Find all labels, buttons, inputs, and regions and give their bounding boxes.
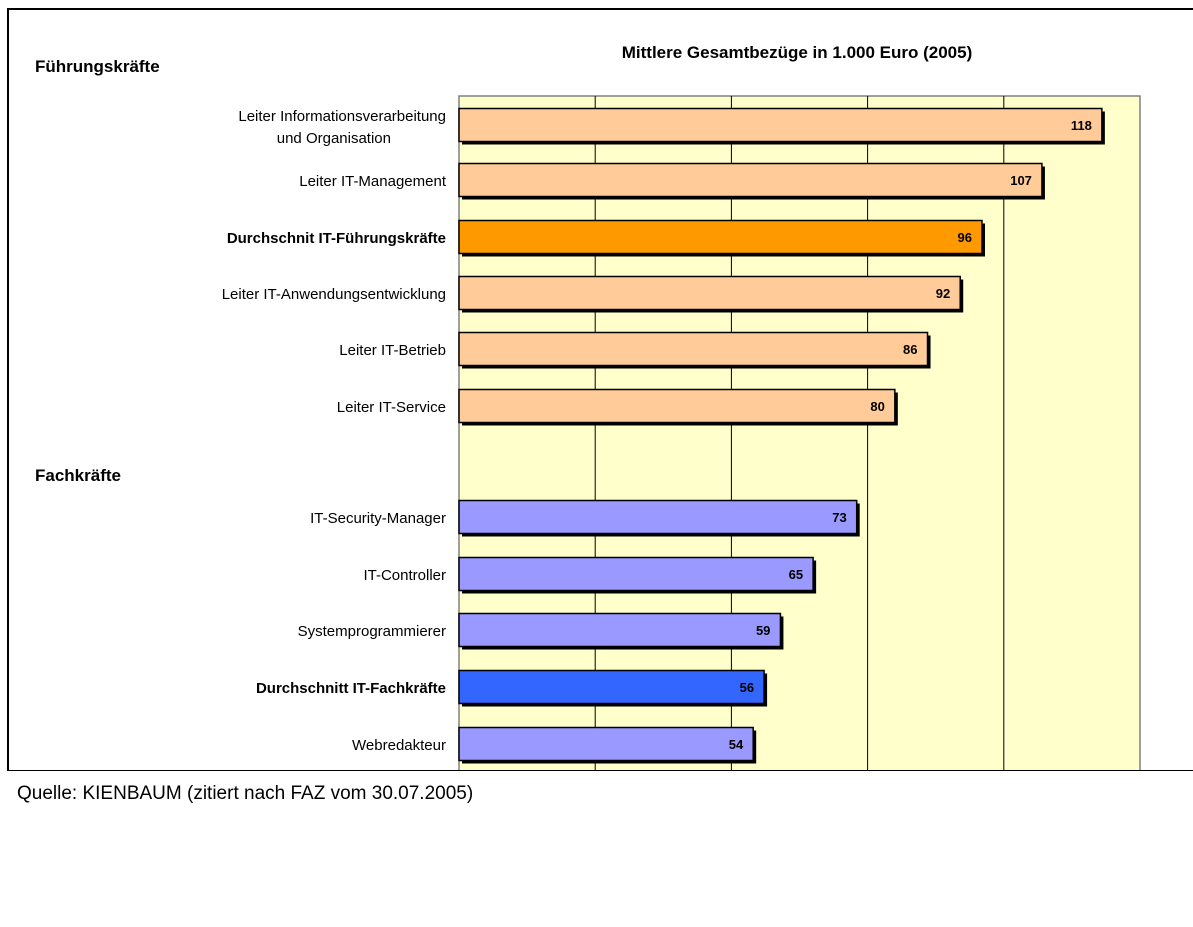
category-label: Leiter Informationsverarbeitung und Organ… <box>238 108 446 147</box>
bar <box>458 499 858 535</box>
plot-area: 025507510012511810796928680736559565453 <box>455 95 1152 852</box>
bar <box>458 107 1103 143</box>
category-label: Durchschnit IT-Führungskräfte <box>227 230 446 247</box>
bar <box>458 331 929 367</box>
bar-value-label: 54 <box>729 737 744 752</box>
bar-value-label: 92 <box>936 286 950 301</box>
category-label: Leiter IT-Management <box>299 173 447 190</box>
chart-title: Mittlere Gesamtbezüge in 1.000 Euro (200… <box>622 43 973 62</box>
source-note: Quelle: KIENBAUM (zitiert nach FAZ vom 3… <box>17 783 474 804</box>
category-label: Webredakteur <box>352 737 446 754</box>
group-label-fachkraefte: Fachkräfte <box>35 466 121 485</box>
bar-value-label: 80 <box>870 399 884 414</box>
category-label: Durchschnitt IT-Fachkräfte <box>256 680 446 697</box>
bar <box>458 219 983 255</box>
bar <box>458 612 782 648</box>
category-labels: Leiter Informationsverarbeitung und Organ… <box>222 108 447 810</box>
category-label: Leiter IT-Betrieb <box>339 342 446 359</box>
chart-frame: 025507510012511810796928680736559565453 … <box>7 8 1193 852</box>
bar <box>458 275 961 311</box>
bar-value-label: 96 <box>958 230 972 245</box>
group-label-fuehrungskraefte: Führungskräfte <box>35 57 160 76</box>
bar-value-label: 56 <box>740 680 754 695</box>
bar-value-label: 59 <box>756 623 770 638</box>
bar <box>458 388 896 424</box>
bar-value-label: 73 <box>832 510 846 525</box>
bar-value-label: 107 <box>1010 173 1032 188</box>
bar-value-label: 86 <box>903 342 917 357</box>
bar-value-label: 118 <box>1071 118 1092 133</box>
bar-value-label: 65 <box>789 567 803 582</box>
category-label: Systemprogrammierer <box>298 623 446 640</box>
bar-chart: 025507510012511810796928680736559565453 … <box>35 43 1152 852</box>
category-label: Leiter IT-Service <box>337 399 446 416</box>
bar <box>458 669 765 705</box>
category-label: IT-Security-Manager <box>310 510 446 527</box>
bar <box>458 726 754 762</box>
category-label: Leiter IT-Anwendungsentwicklung <box>222 286 446 303</box>
category-label: IT-Controller <box>363 567 446 584</box>
bar <box>458 556 814 592</box>
bar <box>458 162 1043 198</box>
